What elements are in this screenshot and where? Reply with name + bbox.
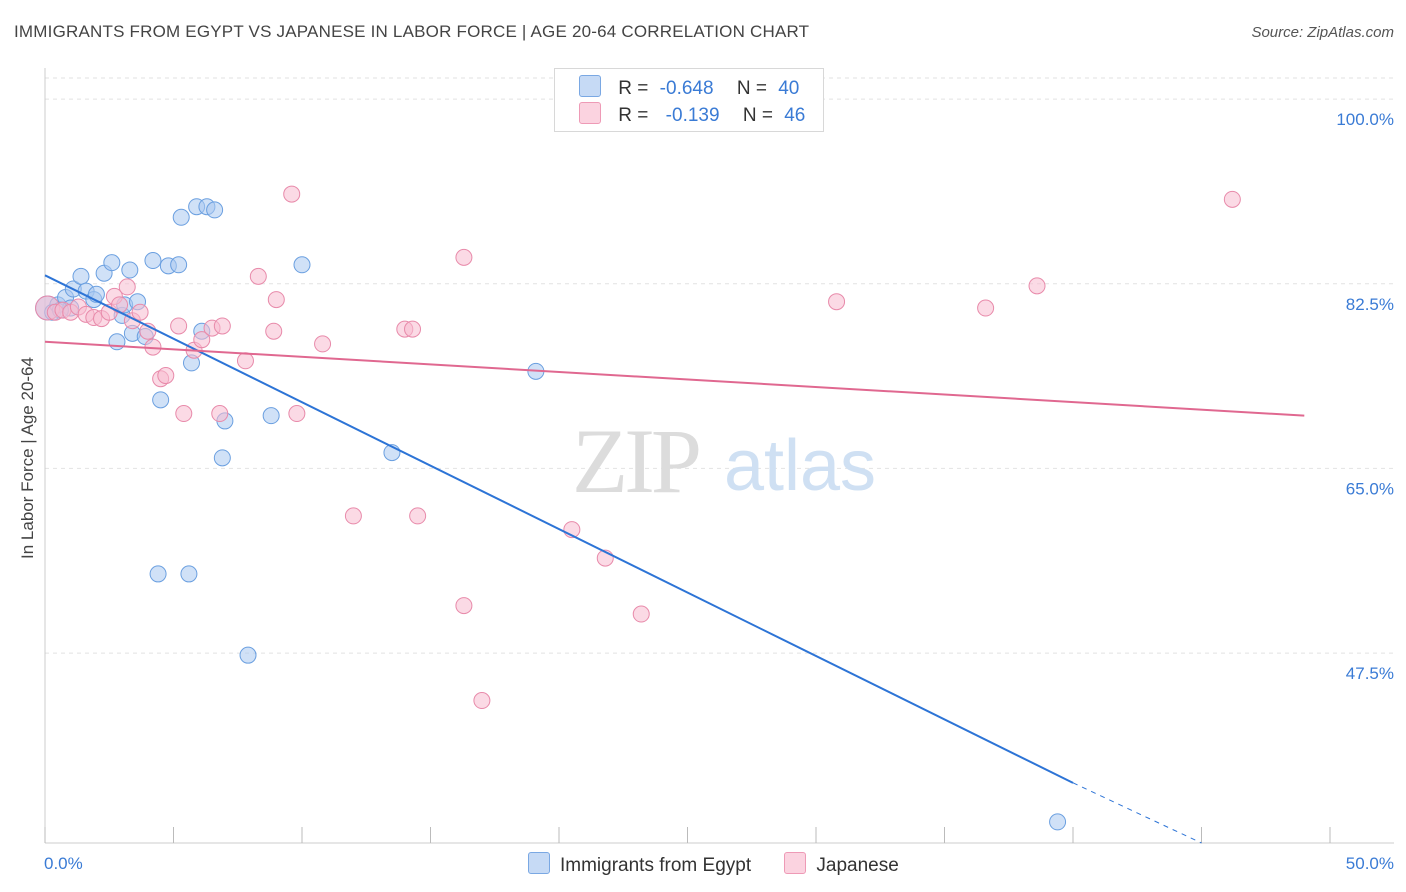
legend-label-egypt: Immigrants from Egypt bbox=[560, 855, 752, 876]
egypt-r-value: -0.648 bbox=[659, 78, 714, 99]
point-egypt bbox=[1049, 813, 1067, 831]
tick-labels: 100.0% 82.5% 65.0% 47.5% 0.0% 50.0% bbox=[44, 110, 1394, 873]
stats-legend: R = -0.648 N = 40 R = -0.139 N = 46 bbox=[554, 68, 824, 132]
x-tick-label: 0.0% bbox=[44, 854, 83, 873]
egypt-r-label: R = bbox=[618, 78, 649, 99]
egypt-n-label: N = bbox=[736, 78, 767, 99]
japanese-swatch bbox=[579, 102, 601, 124]
point-japanese bbox=[211, 405, 229, 423]
point-egypt bbox=[121, 261, 139, 279]
point-japanese bbox=[977, 299, 995, 317]
point-japanese bbox=[213, 317, 231, 335]
point-japanese bbox=[236, 352, 254, 370]
point-japanese bbox=[1028, 277, 1046, 295]
legend-swatch-egypt bbox=[528, 852, 550, 874]
legend-item-japanese: Japanese bbox=[784, 852, 899, 876]
watermark-zip: ZIP bbox=[572, 410, 699, 512]
point-japanese bbox=[193, 331, 211, 349]
point-japanese bbox=[632, 605, 650, 623]
point-japanese bbox=[455, 597, 473, 615]
legend-swatch-japanese bbox=[784, 852, 807, 874]
point-japanese bbox=[267, 291, 285, 309]
point-egypt bbox=[149, 565, 167, 583]
y-tick-label: 47.5% bbox=[1346, 664, 1394, 683]
trend-line-japanese bbox=[44, 340, 1305, 417]
x-tick-label: 50.0% bbox=[1346, 854, 1394, 873]
point-japanese bbox=[175, 405, 193, 423]
source-label: Source: ZipAtlas.com bbox=[1251, 24, 1394, 41]
egypt-swatch bbox=[579, 75, 601, 97]
point-japanese bbox=[404, 320, 422, 338]
point-egypt bbox=[206, 201, 224, 219]
point-japanese bbox=[283, 185, 301, 203]
stats-row-japanese: R = -0.139 N = 46 bbox=[579, 102, 805, 126]
point-egypt bbox=[170, 256, 188, 274]
y-axis-label: In Labor Force | Age 20-64 bbox=[18, 357, 37, 559]
point-japanese bbox=[288, 405, 306, 423]
point-egypt bbox=[108, 333, 126, 351]
point-egypt bbox=[103, 254, 121, 272]
point-egypt bbox=[262, 407, 280, 425]
stats-row-egypt: R = -0.648 N = 40 bbox=[579, 75, 799, 99]
point-japanese bbox=[409, 507, 427, 525]
point-egypt bbox=[239, 646, 257, 664]
point-japanese bbox=[265, 322, 283, 340]
watermark-atlas: atlas bbox=[724, 426, 876, 506]
point-japanese bbox=[131, 303, 149, 321]
y-tick-label: 65.0% bbox=[1346, 479, 1394, 498]
japanese-n-label: N = bbox=[742, 105, 773, 126]
egypt-n-value: 40 bbox=[778, 78, 800, 99]
japanese-r-label: R = bbox=[618, 105, 649, 126]
point-egypt bbox=[172, 208, 190, 226]
point-egypt bbox=[180, 565, 198, 583]
trend-line-egypt bbox=[44, 274, 1074, 784]
point-japanese bbox=[118, 278, 136, 296]
point-egypt bbox=[293, 256, 311, 274]
point-japanese bbox=[314, 335, 332, 353]
chart-title: IMMIGRANTS FROM EGYPT VS JAPANESE IN LAB… bbox=[14, 22, 810, 41]
trend-lines bbox=[44, 274, 1305, 844]
trend-extension-egypt bbox=[1072, 782, 1202, 844]
series-legend: Immigrants from Egypt Japanese bbox=[528, 852, 927, 877]
point-japanese bbox=[249, 267, 267, 285]
y-tick-label: 100.0% bbox=[1336, 110, 1394, 129]
point-egypt bbox=[213, 449, 231, 467]
point-japanese bbox=[344, 507, 362, 525]
point-japanese bbox=[828, 293, 846, 311]
point-japanese bbox=[1223, 190, 1241, 208]
legend-item-egypt: Immigrants from Egypt bbox=[528, 852, 756, 876]
watermark: ZIP atlas bbox=[572, 410, 876, 512]
japanese-r-value: -0.139 bbox=[665, 105, 720, 126]
point-japanese bbox=[473, 692, 491, 710]
point-egypt bbox=[144, 252, 162, 270]
point-egypt bbox=[152, 391, 170, 409]
legend-label-japanese: Japanese bbox=[816, 855, 899, 876]
point-japanese bbox=[170, 317, 188, 335]
point-japanese bbox=[157, 367, 175, 385]
japanese-n-value: 46 bbox=[784, 105, 806, 126]
y-tick-label: 82.5% bbox=[1346, 295, 1394, 314]
point-japanese bbox=[455, 248, 473, 266]
point-egypt bbox=[72, 267, 90, 285]
axes bbox=[44, 68, 1394, 844]
